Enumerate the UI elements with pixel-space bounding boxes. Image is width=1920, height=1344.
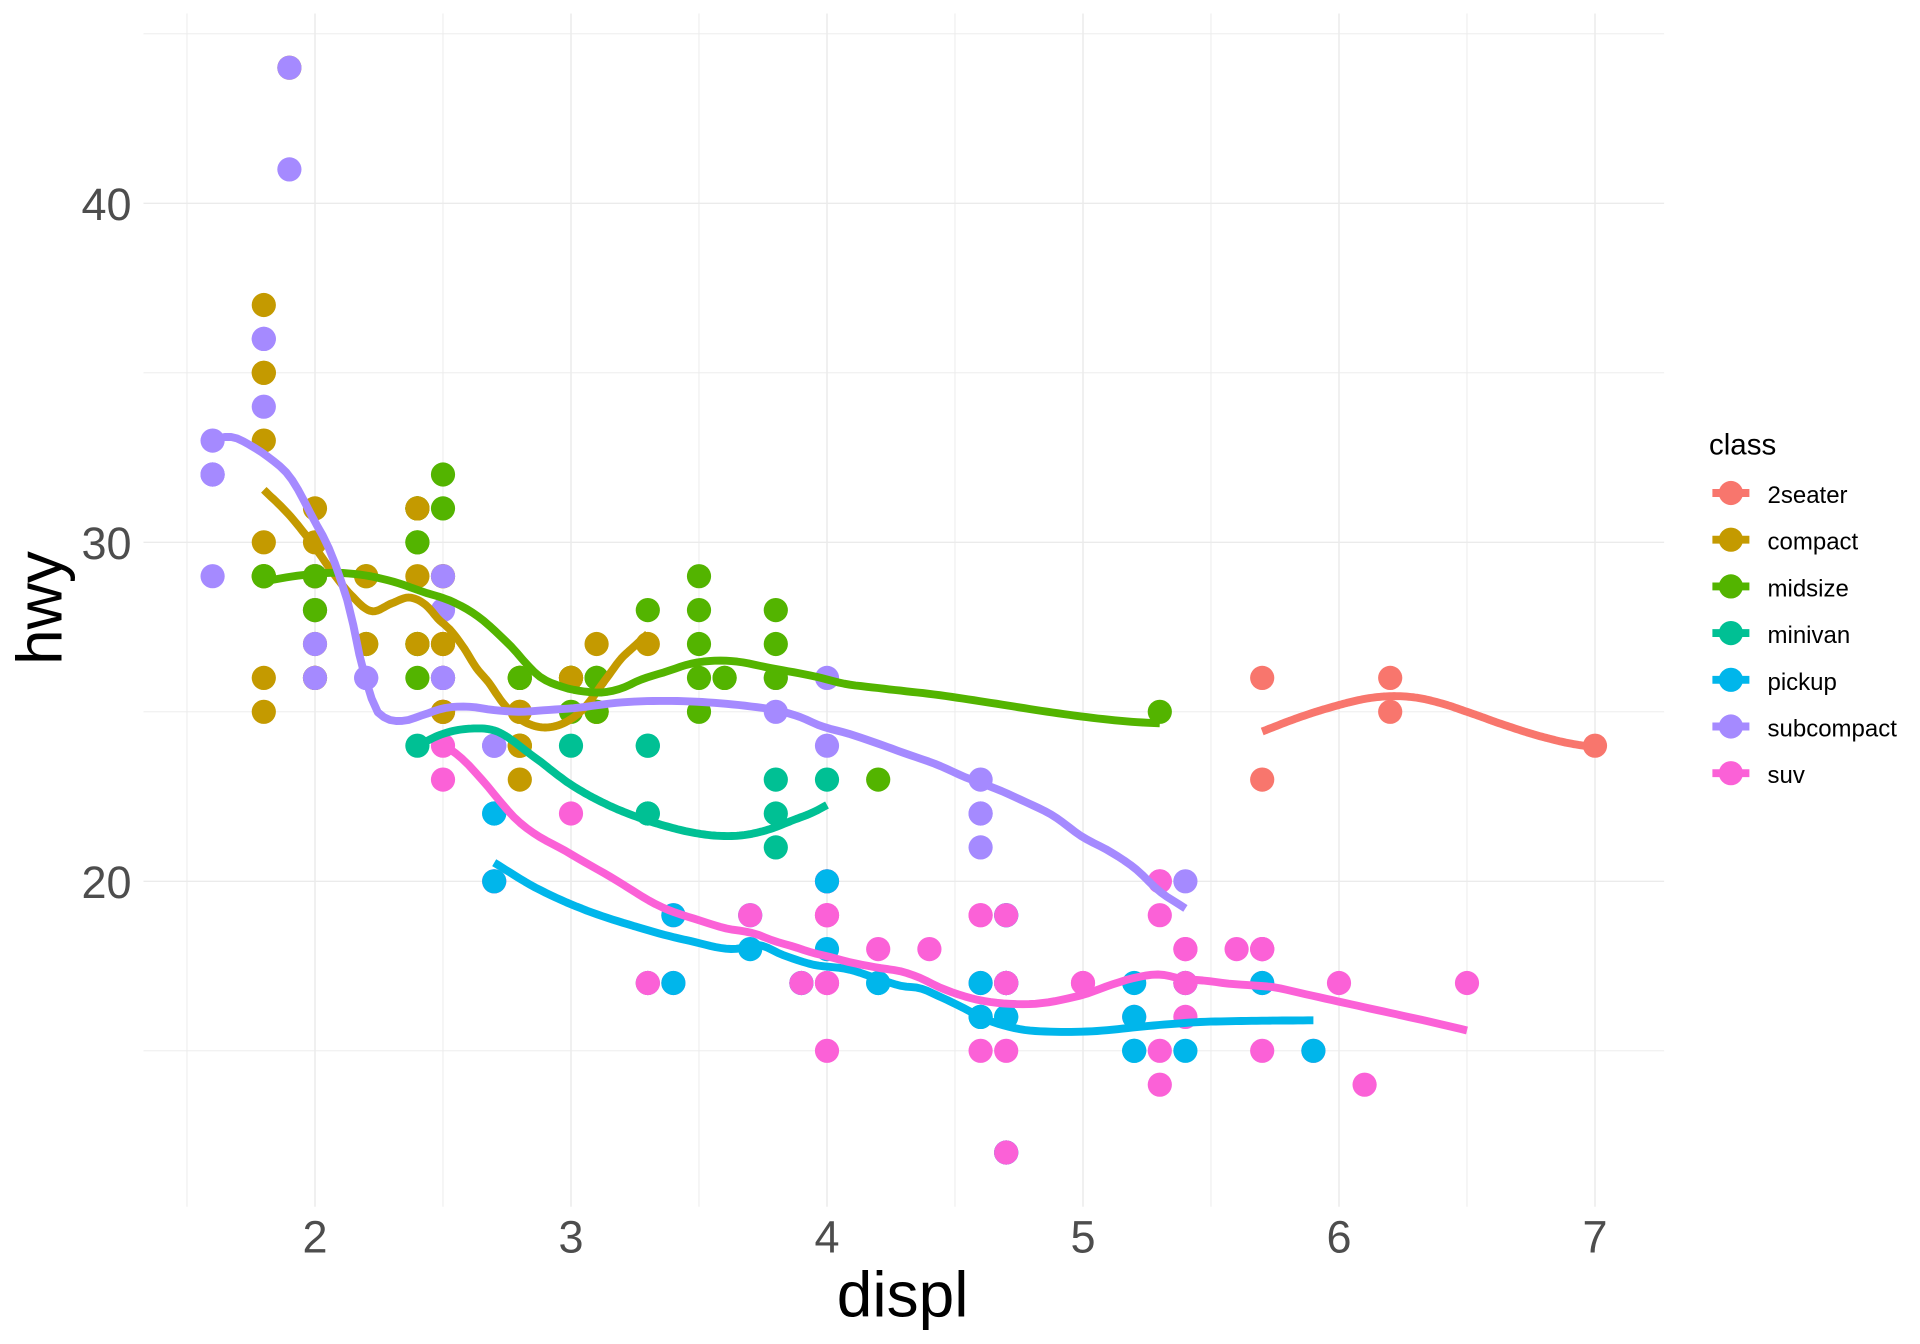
svg-text:compact: compact: [1768, 529, 1859, 556]
svg-text:7: 7: [1582, 1212, 1607, 1263]
svg-text:hwy: hwy: [4, 551, 76, 665]
svg-text:3: 3: [558, 1212, 583, 1263]
svg-text:midsize: midsize: [1768, 575, 1849, 602]
svg-text:pickup: pickup: [1768, 669, 1837, 696]
svg-text:suv: suv: [1768, 762, 1805, 789]
svg-text:2: 2: [302, 1212, 327, 1263]
svg-text:class: class: [1709, 429, 1776, 462]
svg-text:40: 40: [81, 179, 131, 230]
svg-text:6: 6: [1326, 1212, 1351, 1263]
svg-text:subcompact: subcompact: [1768, 716, 1898, 743]
svg-text:4: 4: [814, 1212, 839, 1263]
svg-text:30: 30: [81, 518, 131, 569]
svg-text:minivan: minivan: [1768, 622, 1851, 649]
svg-text:displ: displ: [837, 1259, 969, 1331]
svg-text:2seater: 2seater: [1768, 482, 1848, 509]
svg-text:5: 5: [1070, 1212, 1095, 1263]
svg-text:20: 20: [81, 857, 131, 908]
